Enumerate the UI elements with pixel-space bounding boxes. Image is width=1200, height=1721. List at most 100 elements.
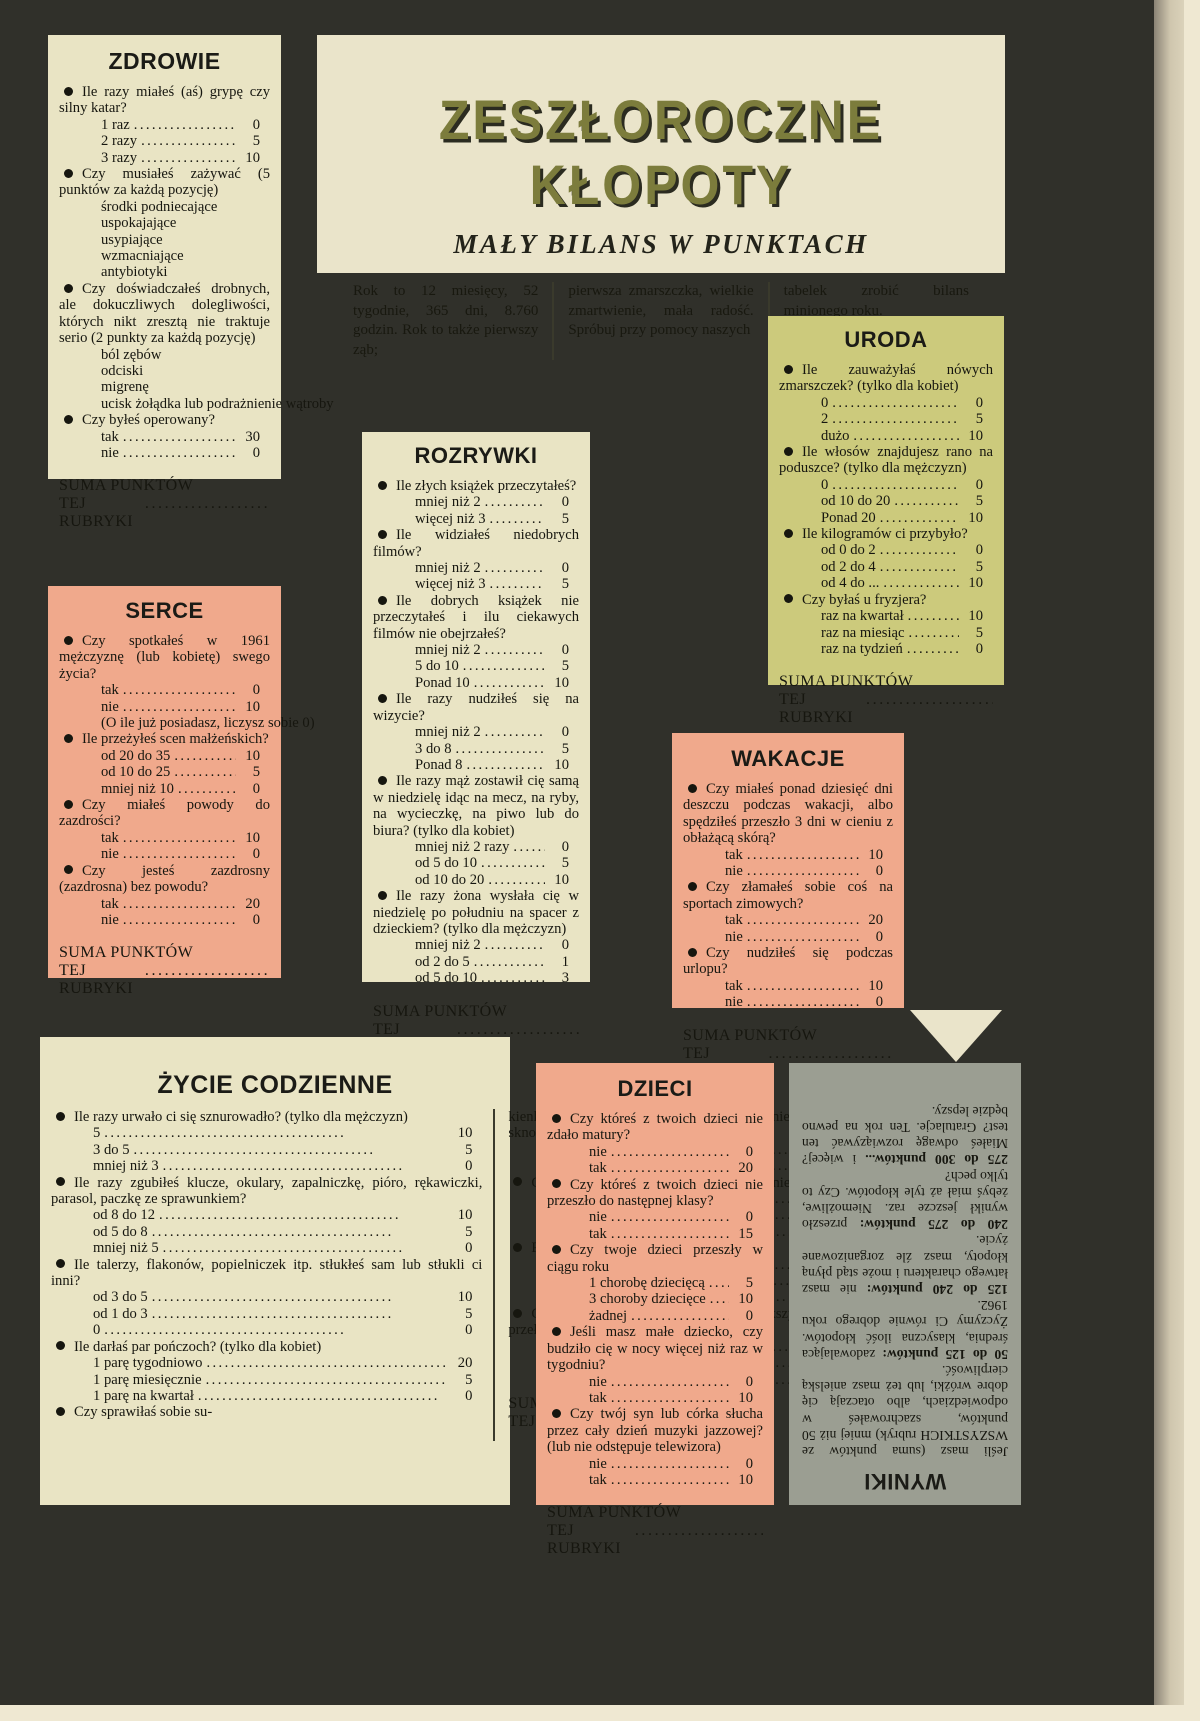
answer-option: środki podniecające: [59, 199, 270, 215]
option-points: 10: [245, 149, 260, 166]
question: Czy spotkałeś w 1961 mężczyznę (lub kobi…: [59, 633, 270, 682]
option-label: mniej niż 2 razy: [415, 838, 510, 855]
dot-leader: ........................................: [883, 575, 959, 592]
dot-leader: ........................................: [489, 510, 545, 527]
option-label: nie: [589, 1455, 607, 1472]
question: Ile razy urwało ci się sznurowadło? (tyl…: [51, 1109, 482, 1125]
suma-line2: TEJ RUBRYKI: [59, 495, 133, 531]
dot-leader: ........................................: [484, 494, 545, 511]
dot-leader: ........................................: [466, 756, 545, 773]
option-points: 10: [968, 575, 983, 592]
dot-leader: ........................................: [832, 394, 959, 411]
page-subtitle: MAŁY BILANS W PUNKTACH: [453, 229, 869, 259]
dot-leader: ........................................: [610, 1471, 729, 1488]
option-label: od 8 do 12: [93, 1207, 156, 1224]
option-points: 0: [745, 1373, 753, 1390]
option-label: nie: [589, 1143, 607, 1160]
option-label: tak: [101, 829, 119, 846]
dot-leader: ........................................: [879, 558, 959, 575]
section-title-zycie: ŻYCIE CODZIENNE: [157, 1071, 393, 1099]
option-label: tak: [589, 1160, 607, 1177]
option-points: 10: [457, 1289, 473, 1306]
suma-line1: SUMA PUNKTÓW: [59, 944, 194, 962]
option-points: 1: [561, 953, 569, 970]
question: Czy nudziłeś się podczas urlopu?: [683, 945, 893, 978]
option-label: nie: [101, 444, 119, 461]
bullet-icon: [378, 595, 387, 605]
section-title-uroda: URODA: [844, 327, 928, 352]
question: Czy miałeś ponad dziesięć dni deszczu po…: [683, 781, 893, 847]
answer-option: antybiotyki: [59, 264, 270, 280]
option-points: 0: [252, 116, 260, 133]
answer-option: nie.....................................…: [683, 863, 893, 879]
option-label: raz na miesiąc: [821, 624, 905, 641]
section-title-rozrywki: ROZRYWKI: [414, 443, 538, 468]
question-list-zdrowie: Ile razy miałeś (aś) grypę czy silny kat…: [48, 84, 334, 470]
option-points: 5: [252, 133, 260, 150]
option-points: 0: [561, 494, 569, 511]
option-label: 1 parę na kwartał: [93, 1387, 194, 1404]
answer-option: tak.....................................…: [59, 830, 270, 846]
bullet-icon: [552, 1326, 561, 1336]
option-points: 0: [465, 1158, 473, 1175]
option-label: 5 do 10: [415, 658, 459, 675]
question-list-zycie-1: Ile razy urwało ci się sznurowadło? (tyl…: [51, 1109, 482, 1421]
option-label: tak: [589, 1471, 607, 1488]
answer-option: 1 raz...................................…: [59, 117, 270, 133]
option-label: od 2 do 4: [821, 558, 876, 575]
option-label: mniej niż 10: [101, 780, 174, 797]
answer-option: mniej niż 2 razy........................…: [373, 839, 579, 855]
dot-leader: ........................................: [162, 1158, 405, 1175]
dot-leader: ........................................: [610, 1373, 729, 1390]
option-points: 10: [738, 1291, 753, 1308]
section-title-dzieci: DZIECI: [617, 1076, 693, 1101]
answer-option: usypiające: [59, 232, 270, 248]
answer-option: 1 chorobę dziecięcą.....................…: [547, 1275, 763, 1291]
question-list-wakacje: Czy miałeś ponad dziesięć dni deszczu po…: [672, 781, 904, 1020]
bullet-icon: [688, 947, 697, 957]
answer-option: nie.....................................…: [683, 994, 893, 1010]
answer-option: mniej niż 10............................…: [59, 781, 270, 797]
dot-leader: ........................................: [177, 780, 236, 797]
option-label: odciski: [101, 362, 144, 379]
option-label: od 3 do 5: [93, 1289, 148, 1306]
option-label: mniej niż 2: [415, 642, 481, 659]
dot-leader: ........................................: [484, 642, 545, 659]
answer-option: od 10 do 20.............................…: [779, 493, 993, 509]
suma-line1: SUMA PUNKTÓW: [683, 1026, 818, 1044]
dot-leader: ........................................: [122, 829, 236, 846]
bullet-icon: [784, 446, 793, 456]
bullet-icon: [64, 168, 73, 178]
option-label: 2 razy: [101, 133, 138, 150]
answer-option: nie.....................................…: [547, 1456, 763, 1472]
dot-leader: ........................................: [484, 724, 545, 741]
option-label: od 0 do 2: [821, 542, 876, 559]
answer-option: tak.....................................…: [59, 682, 270, 698]
option-points: 10: [245, 698, 260, 715]
answer-option: nie.....................................…: [683, 929, 893, 945]
option-points: 0: [975, 640, 983, 657]
dot-leader: ........................................: [832, 411, 959, 428]
dot-leader: ........................................: [631, 1307, 729, 1324]
answer-option: 2 razy..................................…: [59, 133, 270, 149]
answer-option: od 5 do 8...............................…: [51, 1224, 482, 1240]
answer-option: nie.....................................…: [59, 846, 270, 862]
option-points: 0: [561, 560, 569, 577]
bullet-icon: [378, 480, 387, 490]
option-label: Ponad 10: [415, 674, 470, 691]
option-points: 0: [465, 1322, 473, 1339]
option-points: 5: [561, 658, 569, 675]
option-points: 10: [738, 1389, 753, 1406]
option-points: 0: [745, 1307, 753, 1324]
option-points: 0: [252, 780, 260, 797]
dot-leader: ........................................: [746, 977, 859, 994]
answer-option: mniej niż 2.............................…: [373, 724, 579, 740]
option-points: 0: [875, 863, 883, 880]
option-label: tak: [589, 1225, 607, 1242]
option-points: 0: [975, 542, 983, 559]
question: Ile dobrych książek nie przeczytałeś i i…: [373, 592, 579, 642]
bullet-icon: [378, 775, 387, 785]
bullet-icon: [688, 783, 697, 793]
section-dzieci: DZIECI Czy któreś z twoich dzieci nie zd…: [536, 1063, 774, 1557]
option-label: mniej niż 2: [415, 724, 481, 741]
